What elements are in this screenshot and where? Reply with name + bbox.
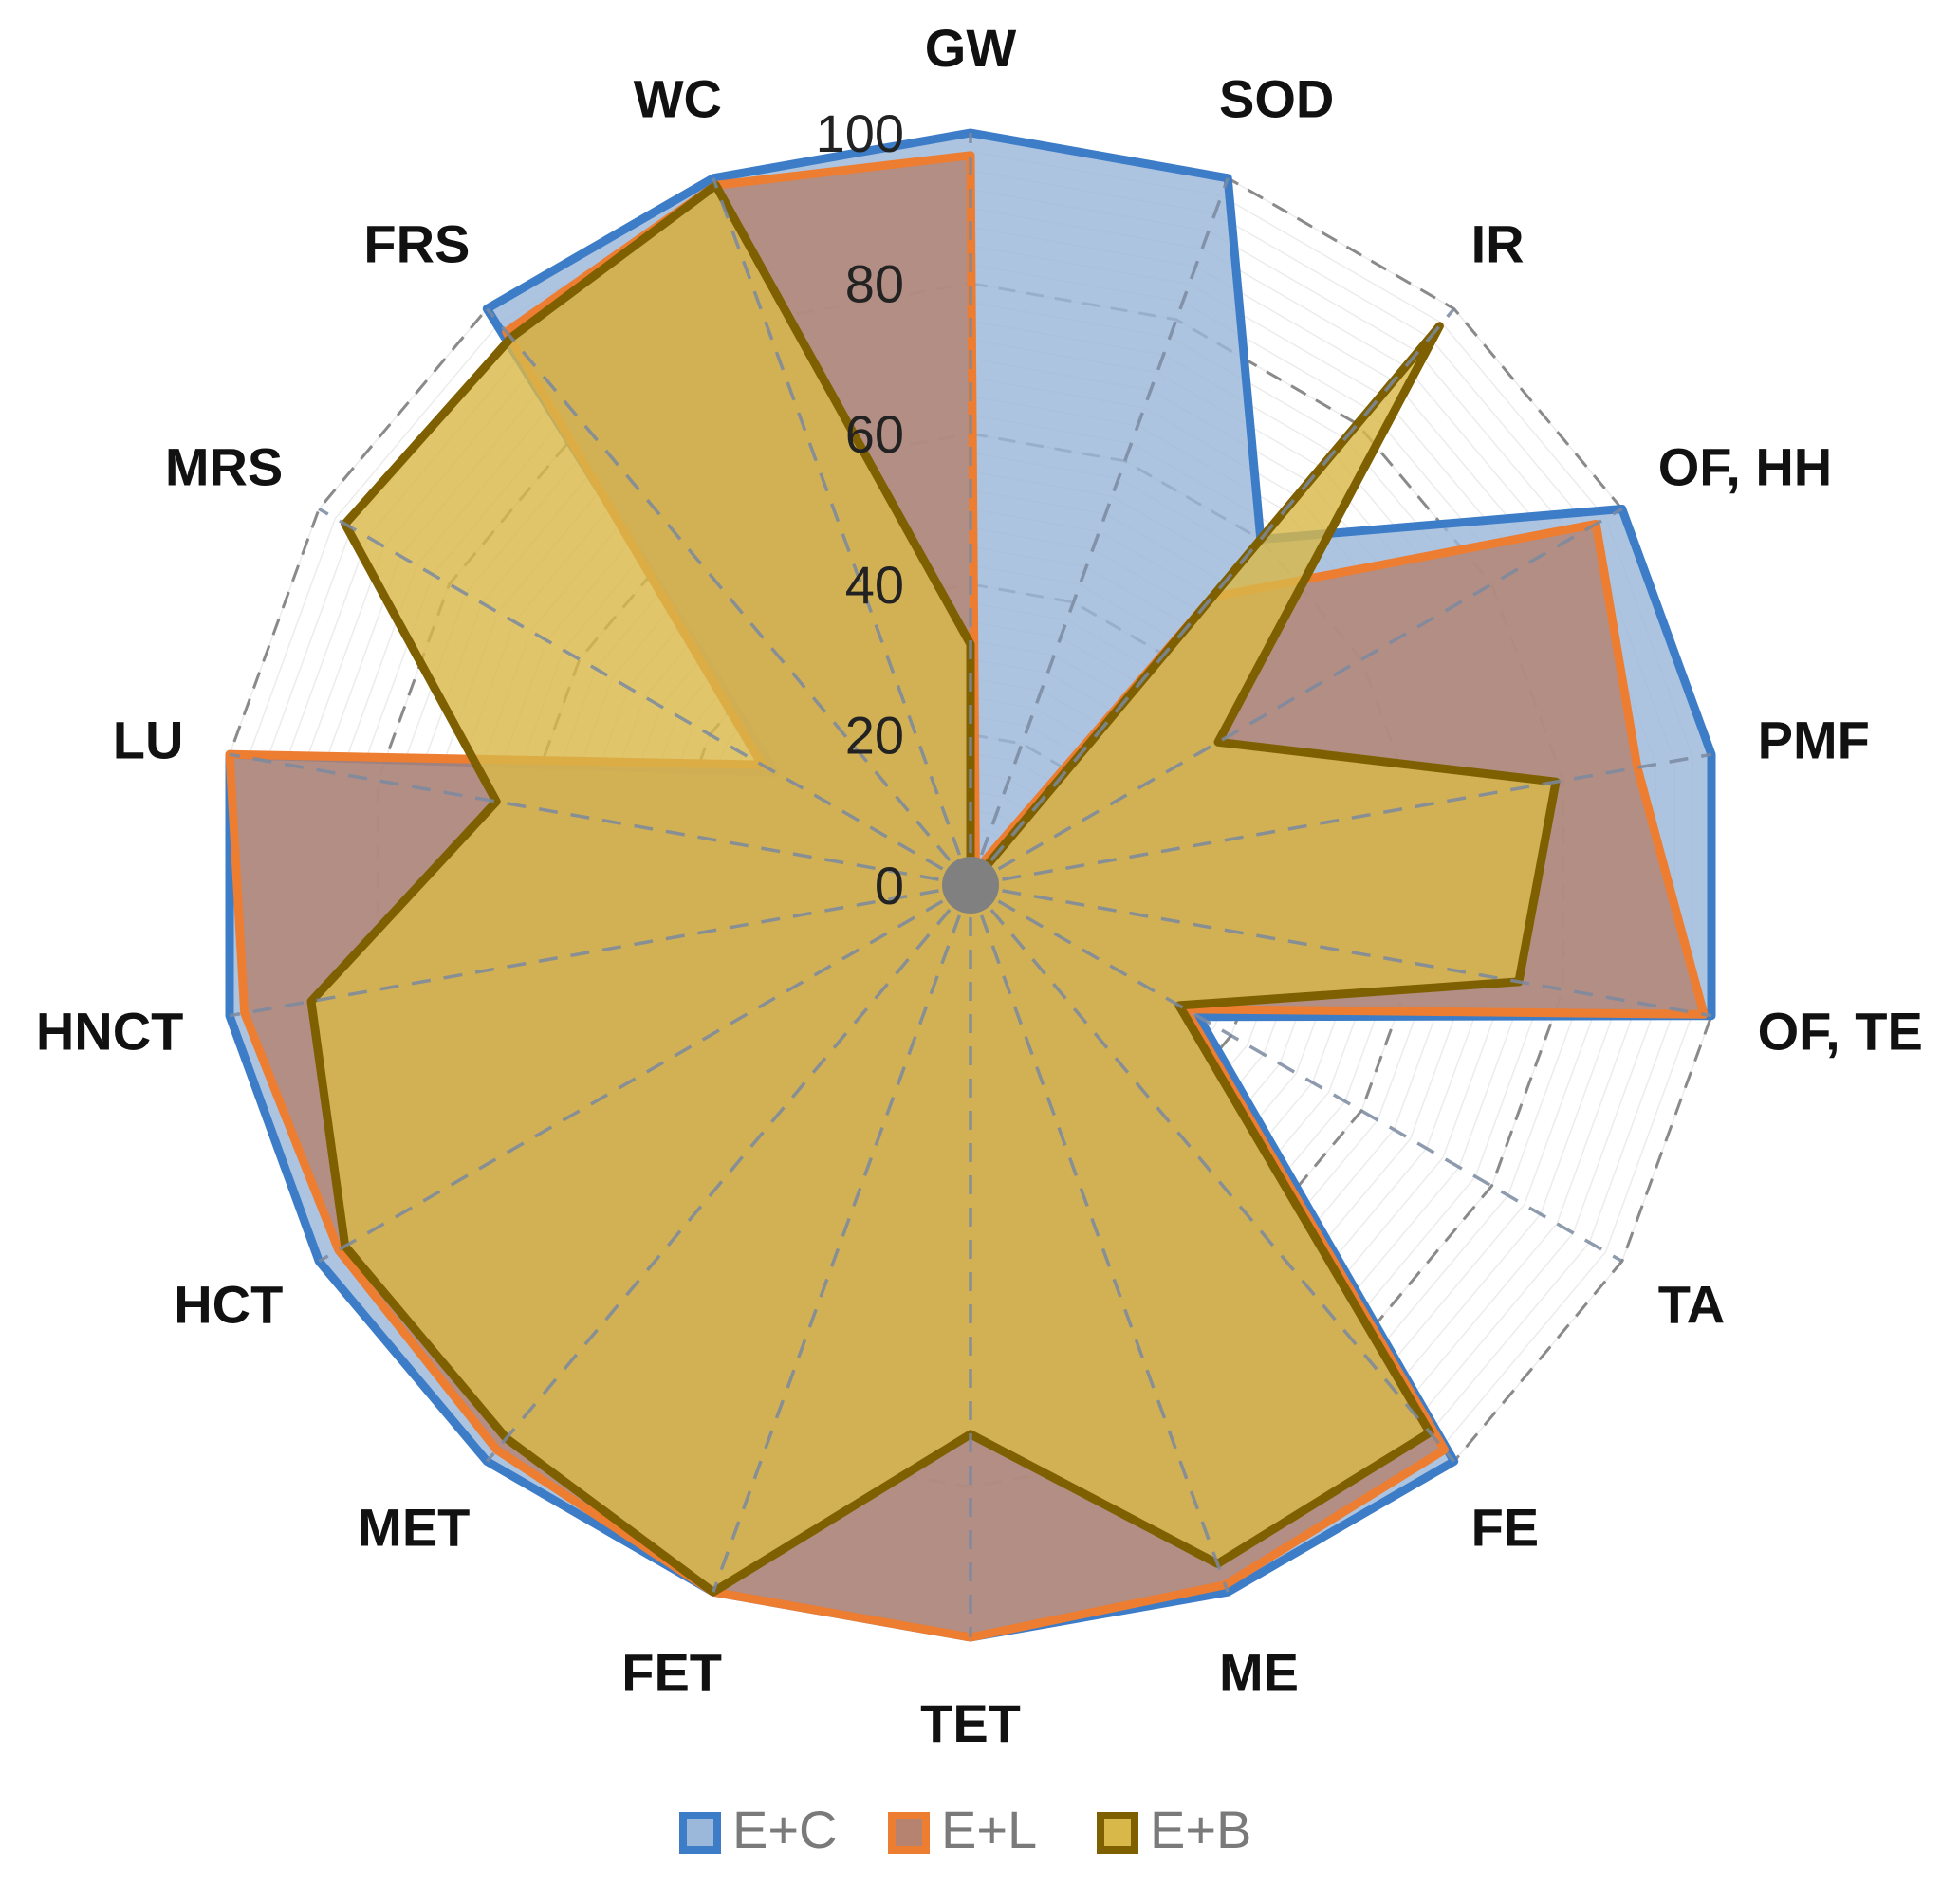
legend: E+C E+L E+B: [679, 1800, 1251, 1859]
spoke-MET: [485, 883, 972, 1463]
spoke-MRS: [318, 507, 971, 887]
spoke-ME: [969, 884, 1230, 1593]
spoke-FRS: [485, 307, 972, 887]
spoke-OF, HH: [970, 507, 1623, 887]
spoke-WC: [712, 177, 972, 886]
category-label: HNCT: [36, 1001, 184, 1061]
legend-swatch-E+B: [1097, 1812, 1138, 1854]
category-label: FE: [1471, 1497, 1540, 1557]
category-label: MRS: [165, 437, 283, 497]
tick-label: 60: [845, 404, 904, 464]
spoke-IR: [969, 307, 1456, 887]
tick-label: 20: [845, 705, 904, 765]
spoke-FE: [969, 883, 1456, 1463]
category-label: LU: [113, 711, 184, 770]
category-label: FET: [621, 1643, 722, 1703]
category-label: WC: [634, 68, 722, 128]
spoke-SOD: [969, 177, 1230, 886]
category-label: GW: [925, 18, 1017, 78]
category-label: IR: [1471, 214, 1525, 274]
spoke-TA: [970, 883, 1623, 1264]
category-label: SOD: [1219, 68, 1334, 128]
category-label: OF, HH: [1658, 437, 1833, 497]
category-label: PMF: [1758, 711, 1870, 770]
center-marker: [942, 857, 999, 914]
category-label: HCT: [174, 1275, 283, 1335]
spoke-LU: [229, 752, 971, 887]
radar-spokes: [229, 133, 1712, 1637]
legend-label: E+C: [732, 1800, 838, 1859]
spoke-HCT: [318, 883, 971, 1264]
tick-label: 0: [875, 856, 904, 915]
spoke-FET: [712, 884, 972, 1593]
radar-tick-labels: 0 20 40 60 80 100: [816, 103, 904, 915]
category-label: FRS: [363, 214, 470, 274]
spoke-OF, TE: [970, 883, 1712, 1018]
category-label: OF, TE: [1758, 1001, 1923, 1061]
legend-swatch-E+C: [679, 1812, 721, 1854]
category-label: MET: [358, 1497, 470, 1557]
legend-swatch-E+L: [888, 1812, 930, 1854]
category-label: TET: [920, 1693, 1021, 1753]
legend-label: E+B: [1150, 1800, 1251, 1859]
spoke-PMF: [970, 752, 1712, 887]
radar-category-labels: GW SOD IR OF, HH PMF OF, TE TA FE ME TET FET MET HCT…: [36, 18, 1923, 1753]
tick-label: 100: [816, 103, 904, 163]
spoke-HNCT: [229, 883, 971, 1018]
category-label: ME: [1219, 1643, 1299, 1703]
tick-label: 40: [845, 555, 904, 615]
category-label: TA: [1658, 1275, 1726, 1335]
legend-label: E+L: [941, 1800, 1037, 1859]
tick-label: 80: [845, 254, 904, 314]
